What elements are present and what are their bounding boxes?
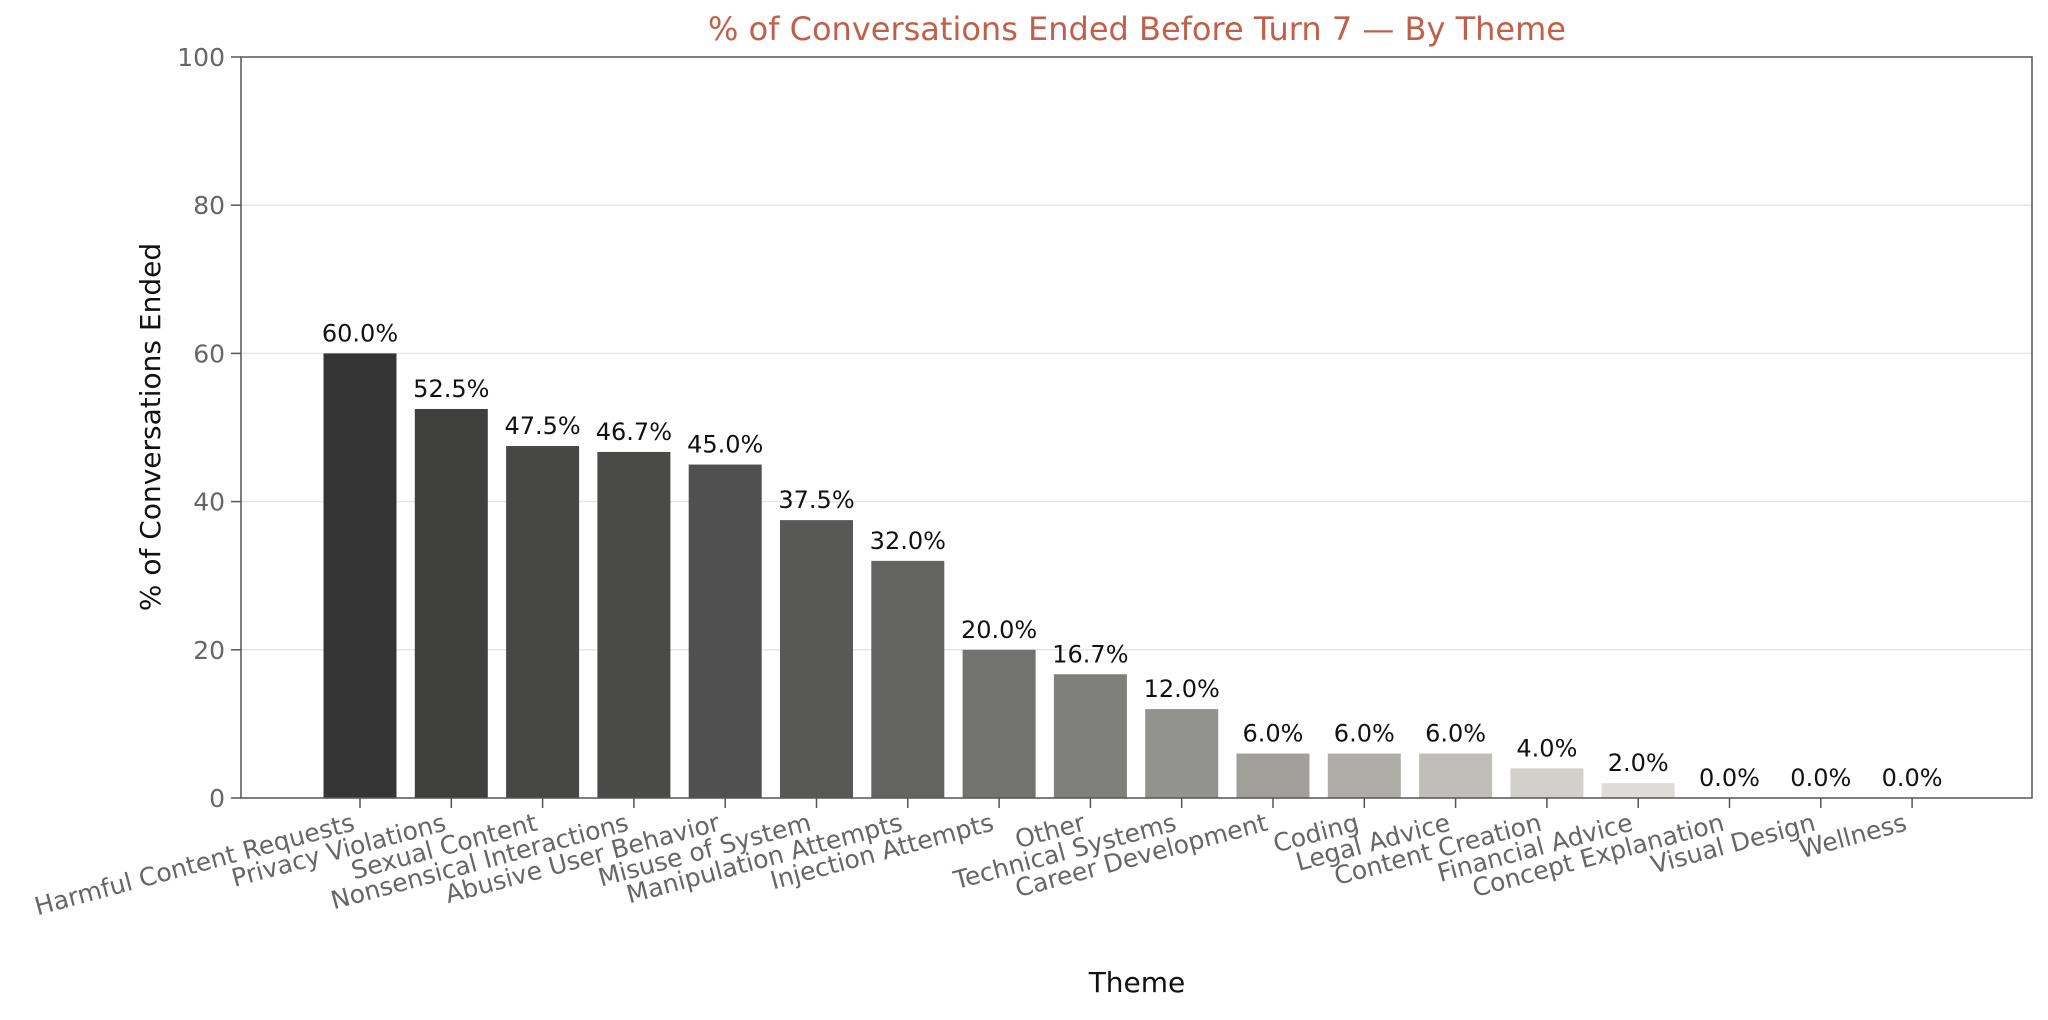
data-label: 37.5% (778, 486, 854, 514)
bar (1236, 753, 1310, 798)
bar (1601, 783, 1675, 798)
data-label: 6.0% (1334, 720, 1395, 748)
bar (871, 560, 945, 798)
x-tick-label: Visual Design (1648, 808, 1819, 880)
data-label: 2.0% (1608, 749, 1669, 777)
y-tick-label: 40 (193, 488, 225, 517)
bar (506, 446, 580, 798)
data-label: 32.0% (870, 527, 946, 555)
data-label: 46.7% (596, 418, 672, 446)
data-label: 0.0% (1699, 764, 1760, 792)
y-tick-label: 100 (177, 43, 225, 72)
data-label: 16.7% (1052, 640, 1128, 668)
bar (780, 520, 853, 798)
y-axis-ticks: 0 20 40 60 80 100 (177, 43, 241, 813)
bar (1510, 768, 1584, 798)
data-label: 6.0% (1425, 720, 1486, 748)
data-label: 12.0% (1144, 675, 1220, 703)
data-label: 20.0% (961, 616, 1037, 644)
data-label: 47.5% (504, 412, 580, 440)
bar (1053, 674, 1127, 798)
data-label: 45.0% (687, 431, 763, 459)
y-tick-label: 20 (193, 636, 225, 665)
data-label: 0.0% (1790, 764, 1851, 792)
data-labels: 60.0% 52.5% 47.5% 46.7% 45.0% 37.5% 32.0% 20.0%… (322, 319, 1943, 792)
data-label: 4.0% (1516, 734, 1577, 762)
bar (597, 451, 671, 798)
bar (323, 353, 397, 798)
y-tick-label: 60 (193, 339, 225, 368)
bar (414, 408, 488, 798)
x-axis-title: Theme (1088, 966, 1186, 999)
y-tick-label: 80 (193, 191, 225, 220)
bar (1145, 709, 1219, 798)
data-label: 0.0% (1882, 764, 1943, 792)
bar (962, 649, 1036, 798)
plot-frame (240, 56, 2033, 799)
bar (1419, 753, 1493, 798)
y-axis-title: % of Conversations Ended (134, 243, 167, 611)
bar (688, 464, 762, 798)
bars (323, 353, 1675, 798)
data-label: 60.0% (322, 319, 398, 347)
data-label: 6.0% (1243, 720, 1304, 748)
bar (1327, 753, 1401, 798)
chart-title: % of Conversations Ended Before Turn 7 —… (708, 10, 1566, 48)
data-label: 52.5% (413, 375, 489, 403)
y-tick-label: 0 (209, 784, 225, 813)
